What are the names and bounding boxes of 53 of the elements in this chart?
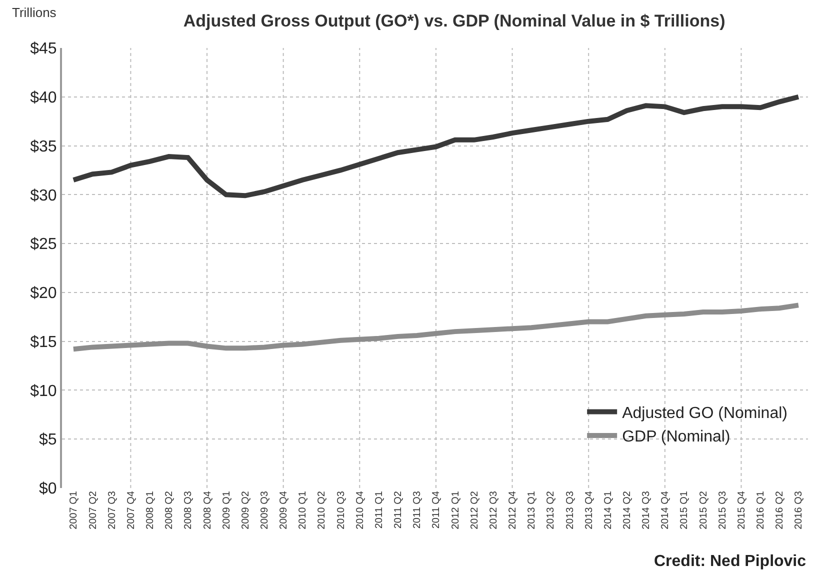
x-tick-label: 2009 Q2: [240, 490, 252, 530]
x-tick-label: 2014 Q3: [641, 490, 652, 530]
x-tick-label: 2008 Q3: [183, 490, 194, 530]
x-tick-label: 2014 Q4: [660, 490, 672, 530]
y-tick-label: $20: [30, 285, 57, 302]
x-tick-label: 2011 Q4: [431, 490, 442, 529]
x-tick-label: 2010 Q2: [316, 490, 328, 530]
y-tick-label: $15: [30, 334, 57, 351]
x-tick-label: 2012 Q2: [469, 490, 480, 530]
x-tick-label: 2008 Q1: [145, 490, 156, 530]
x-tick-label: 2011 Q1: [374, 490, 385, 529]
y-tick-label: $25: [30, 236, 57, 254]
legend-label: Adjusted GO (Nominal): [622, 404, 788, 422]
x-tick-label: 2010 Q4: [354, 490, 366, 530]
text: Credit: Ned Piplovic: [654, 553, 806, 570]
y-axis-title: Trillions: [12, 5, 57, 20]
y-tick-label: $30: [30, 187, 57, 204]
y-tick-label: $0: [39, 480, 57, 498]
y-tick-label: $5: [39, 432, 57, 449]
x-tick-label: 2011 Q3: [412, 490, 424, 529]
x-tick-label: 2007 Q4: [126, 490, 137, 530]
x-tick-label: 2008 Q2: [164, 490, 176, 530]
y-tick-label: $10: [30, 382, 57, 400]
x-tick-label: 2013 Q1: [526, 490, 538, 530]
x-tick-label: 2012 Q1: [450, 490, 462, 530]
x-tick-label: 2016 Q1: [756, 490, 767, 530]
x-tick-label: 2007 Q2: [88, 490, 99, 530]
x-tick-label: 2009 Q1: [221, 490, 232, 530]
x-tick-label: 2008 Q4: [202, 490, 214, 530]
x-tick-label: 2015 Q1: [679, 490, 690, 530]
x-tick-label: 2012 Q3: [488, 490, 500, 530]
x-tick-label: 2015 Q3: [717, 490, 728, 530]
x-tick-label: 2012 Q4: [508, 490, 519, 530]
x-tick-label: 2010 Q1: [298, 490, 309, 530]
x-tick-label: 2013 Q2: [546, 490, 557, 530]
x-tick-label: 2009 Q4: [278, 490, 290, 530]
x-tick-label: 2016 Q3: [794, 490, 805, 530]
y-tick-label: $45: [30, 40, 57, 58]
y-tick-label: $40: [30, 89, 57, 106]
x-tick-label: 2014 Q2: [622, 490, 633, 530]
x-tick-label: 2009 Q3: [259, 490, 270, 530]
x-tick-label: 2007 Q3: [106, 490, 118, 530]
x-tick-label: 2015 Q4: [736, 490, 748, 530]
x-tick-label: 2014 Q1: [602, 490, 614, 530]
x-tick-label: 2016 Q2: [774, 490, 786, 530]
x-tick-label: 2011 Q2: [393, 490, 404, 529]
x-tick-label: 2015 Q2: [698, 490, 710, 530]
chart-title: Adjusted Gross Output (GO*) vs. GDP (Nominal Value in $ Trillions): [183, 11, 726, 30]
x-tick-label: 2013 Q4: [584, 490, 595, 530]
y-tick-label: $35: [30, 138, 57, 156]
x-tick-label: 2010 Q3: [336, 490, 347, 530]
x-tick-label: 2013 Q3: [564, 490, 576, 530]
x-tick-label: 2007 Q1: [68, 490, 80, 530]
